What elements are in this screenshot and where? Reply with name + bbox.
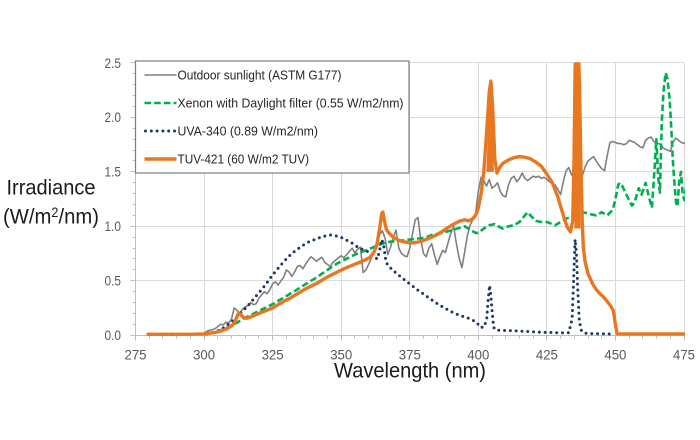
svg-text:400: 400 (467, 347, 489, 363)
svg-text:Wavelength (nm): Wavelength (nm) (334, 360, 486, 383)
svg-text:/nm): /nm) (59, 205, 100, 229)
svg-text:425: 425 (536, 347, 558, 363)
svg-text:325: 325 (262, 347, 284, 363)
svg-text:1.5: 1.5 (105, 164, 122, 180)
svg-text:1.0: 1.0 (105, 218, 122, 234)
svg-text:Irradiance: Irradiance (7, 176, 96, 200)
svg-text:2.0: 2.0 (105, 109, 122, 125)
svg-text:450: 450 (604, 347, 626, 363)
svg-text:475: 475 (673, 347, 695, 363)
svg-text:Xenon with Daylight filter (0.: Xenon with Daylight filter (0.55 W/m2/nm… (178, 96, 404, 111)
svg-text:2: 2 (51, 205, 58, 220)
svg-text:UVA-340 (0.89 W/m2/nm): UVA-340 (0.89 W/m2/nm) (178, 124, 319, 139)
svg-text:0.0: 0.0 (105, 327, 122, 343)
svg-text:2.5: 2.5 (105, 55, 122, 71)
svg-text:0.5: 0.5 (105, 273, 122, 289)
svg-text:Outdoor sunlight (ASTM G177): Outdoor sunlight (ASTM G177) (178, 68, 342, 83)
svg-text:300: 300 (193, 347, 215, 363)
svg-text:375: 375 (399, 347, 421, 363)
svg-text:(W/m: (W/m (3, 205, 51, 229)
svg-text:275: 275 (125, 347, 147, 363)
svg-text:350: 350 (330, 347, 352, 363)
svg-text:TUV-421 (60 W/m2 TUV): TUV-421 (60 W/m2 TUV) (178, 152, 310, 167)
